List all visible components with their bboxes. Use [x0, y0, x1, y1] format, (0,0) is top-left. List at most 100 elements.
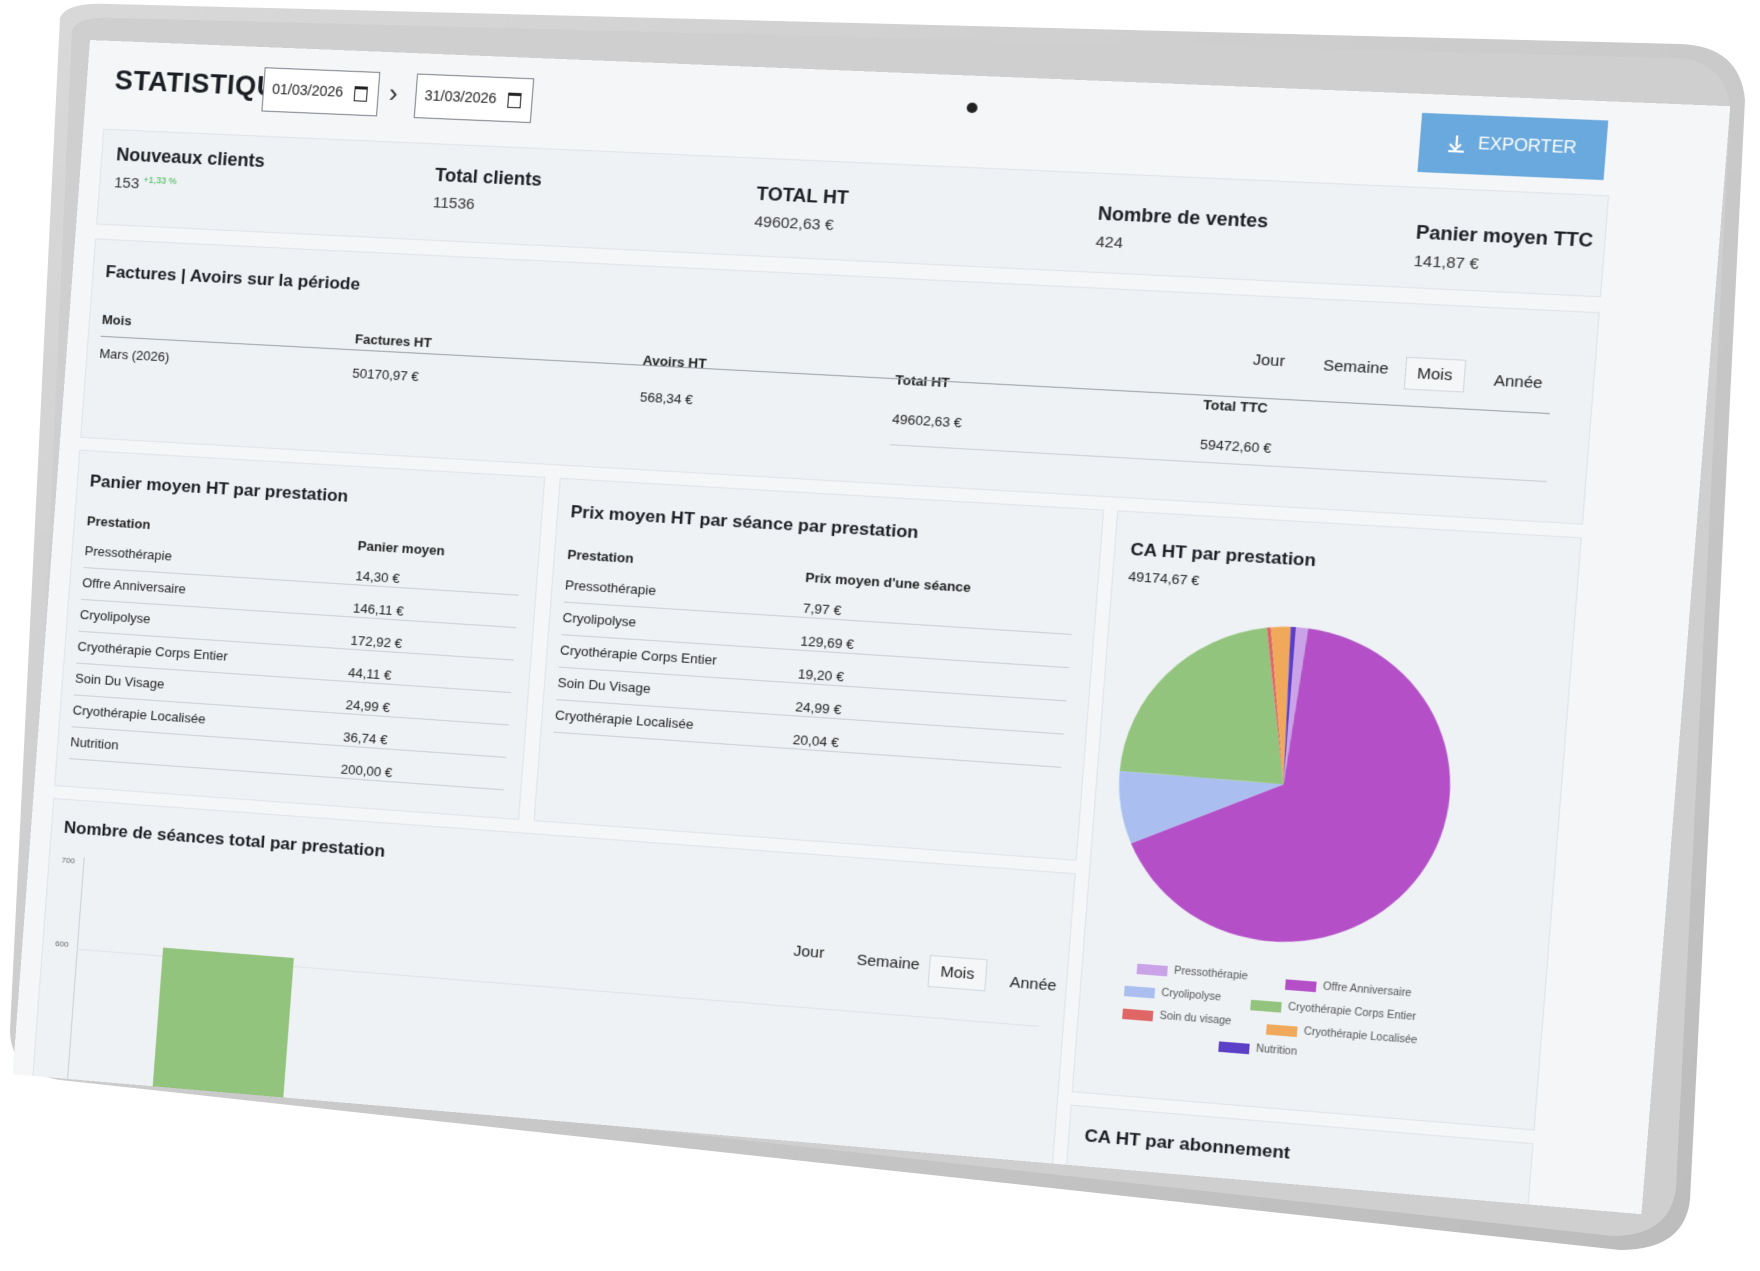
- period-tab-semaine[interactable]: Semaine: [1311, 350, 1401, 385]
- table-cell: 50170,97 €: [352, 365, 420, 384]
- legend-item[interactable]: Cryothérapie Corps Entier: [1250, 999, 1416, 1024]
- table-cell: 36,74 €: [343, 729, 388, 747]
- ca-subscription-title: CA HT par abonnement: [1084, 1126, 1291, 1164]
- kpi-label: Nouveaux clients: [116, 144, 266, 172]
- table-cell: 24,99 €: [795, 699, 842, 718]
- kpi-total-clients: Total clients 11536: [432, 165, 542, 217]
- table-row-divider: [69, 758, 504, 790]
- avg-basket-title: Panier moyen HT par prestation: [89, 471, 349, 506]
- kpi-value: 141,87 €: [1413, 252, 1592, 278]
- table-cell: Mars (2026): [99, 346, 170, 365]
- legend-item[interactable]: Cryothérapie Localisée: [1266, 1023, 1418, 1047]
- avg-basket-card: Panier moyen HT par prestation Prestatio…: [54, 450, 545, 820]
- table-cell: 19,20 €: [797, 666, 844, 684]
- kpi-label: TOTAL HT: [756, 183, 850, 209]
- date-start-input[interactable]: 01/03/2026: [261, 67, 380, 116]
- avg-price-title: Prix moyen HT par séance par prestation: [570, 502, 919, 543]
- legend-label: Cryothérapie Corps Entier: [1288, 1002, 1417, 1024]
- legend-label: Pressothérapie: [1174, 965, 1248, 982]
- period-tab-mois[interactable]: Mois: [927, 955, 987, 992]
- y-axis: [66, 857, 85, 1096]
- camera-dot: [966, 102, 978, 113]
- period-tab-mois[interactable]: Mois: [1404, 357, 1466, 393]
- legend-item[interactable]: Pressothérapie: [1137, 963, 1248, 983]
- date-end-input[interactable]: 31/03/2026: [414, 74, 535, 124]
- table-cell: 44,11 €: [348, 665, 392, 683]
- table-cell: 59472,60 €: [1199, 436, 1272, 456]
- period-tab-annee[interactable]: Année: [1481, 365, 1555, 399]
- ca-pie-total: 49174,67 €: [1128, 569, 1200, 589]
- table-cell: Soin Du Visage: [75, 671, 165, 692]
- period-tab-semaine[interactable]: Semaine: [845, 944, 932, 980]
- table-cell: Soin Du Visage: [557, 675, 651, 697]
- download-icon: [1448, 135, 1465, 153]
- table-cell: Cryothérapie Localisée: [72, 702, 206, 726]
- period-tab-jour[interactable]: Jour: [1241, 344, 1297, 377]
- kpi-avg-basket: Panier moyen TTC 141,87 €: [1413, 222, 1594, 279]
- kpi-new-clients: Nouveaux clients 153 +1,33 %: [114, 144, 266, 198]
- table-cell: Cryothérapie Corps Entier: [560, 642, 718, 668]
- ca-pie-chart: [1084, 595, 1576, 984]
- kpi-value: 49602,63 €: [754, 213, 847, 235]
- col-header: Prestation: [86, 513, 150, 532]
- col-header: Prix moyen d'une séance: [805, 570, 972, 596]
- date-start-value: 01/03/2026: [272, 81, 344, 100]
- table-cell: 568,34 €: [639, 389, 693, 407]
- date-end-value: 31/03/2026: [424, 87, 497, 106]
- sessions-title: Nombre de séances total par prestation: [63, 818, 386, 862]
- kpi-label: Total clients: [434, 165, 542, 191]
- table-row-divider: [71, 726, 506, 758]
- legend-label: Nutrition: [1256, 1043, 1298, 1058]
- export-button[interactable]: EXPORTER: [1417, 113, 1608, 180]
- table-cell: 24,99 €: [345, 697, 390, 715]
- y-tick: 600: [55, 939, 69, 949]
- legend-swatch: [1266, 1024, 1298, 1037]
- legend-swatch: [1250, 999, 1282, 1012]
- chevron-right-icon: ›: [388, 77, 399, 109]
- calendar-icon[interactable]: [507, 93, 522, 109]
- legend-swatch: [1285, 979, 1317, 992]
- ca-pie-card: CA HT par prestation 49174,67 € Pressoth…: [1072, 510, 1582, 1130]
- invoices-title: Factures | Avoirs sur la période: [105, 262, 361, 295]
- y-tick: 700: [61, 856, 75, 866]
- period-tab-jour[interactable]: Jour: [782, 935, 836, 969]
- avg-price-card: Prix moyen HT par séance par prestation …: [534, 478, 1105, 861]
- legend-swatch: [1124, 985, 1155, 998]
- table-cell: 14,30 €: [355, 568, 400, 586]
- kpi-label: Panier moyen TTC: [1415, 222, 1594, 252]
- period-tab-annee[interactable]: Année: [998, 967, 1069, 1002]
- table-cell: Nutrition: [70, 734, 119, 752]
- screen: STATISTIQUES 01/03/2026 › 31/03/2026 EXP…: [13, 40, 1731, 1214]
- table-cell: Cryolipolyse: [562, 610, 637, 630]
- legend-label: Cryolipolyse: [1161, 988, 1221, 1004]
- kpi-delta: +1,33 %: [143, 175, 177, 187]
- legend-item[interactable]: Offre Anniversaire: [1285, 978, 1412, 999]
- calendar-icon[interactable]: [354, 86, 368, 102]
- table-cell: Offre Anniversaire: [82, 575, 187, 597]
- legend-item[interactable]: Cryolipolyse: [1124, 985, 1221, 1004]
- kpi-value: 11536: [432, 194, 540, 216]
- col-header: Mois: [101, 312, 132, 329]
- col-header: Total TTC: [1203, 397, 1269, 416]
- ca-pie-title: CA HT par prestation: [1130, 539, 1317, 571]
- kpi-sales-count: Nombre de ventes 424: [1095, 203, 1269, 259]
- export-button-label: EXPORTER: [1477, 135, 1577, 158]
- col-header: Factures HT: [354, 331, 432, 350]
- table-cell: Pressothérapie: [84, 543, 172, 563]
- table-cell: Cryothérapie Corps Entier: [77, 639, 228, 664]
- kpi-total-ht: TOTAL HT 49602,63 €: [754, 183, 850, 235]
- table-cell: 20,04 €: [792, 732, 839, 751]
- legend-item[interactable]: Nutrition: [1218, 1040, 1297, 1058]
- kpi-value: 153: [114, 174, 140, 192]
- legend-swatch: [1137, 963, 1168, 976]
- legend-swatch: [1218, 1041, 1250, 1054]
- col-header: Panier moyen: [357, 538, 445, 559]
- table-cell: 7,97 €: [802, 600, 841, 618]
- table-cell: Cryolipolyse: [79, 607, 151, 627]
- legend-item[interactable]: Soin du visage: [1122, 1008, 1232, 1028]
- col-header: Prestation: [567, 547, 634, 566]
- legend-label: Soin du visage: [1159, 1010, 1232, 1027]
- legend-label: Cryothérapie Localisée: [1303, 1026, 1417, 1047]
- table-cell: Cryothérapie Localisée: [555, 707, 695, 732]
